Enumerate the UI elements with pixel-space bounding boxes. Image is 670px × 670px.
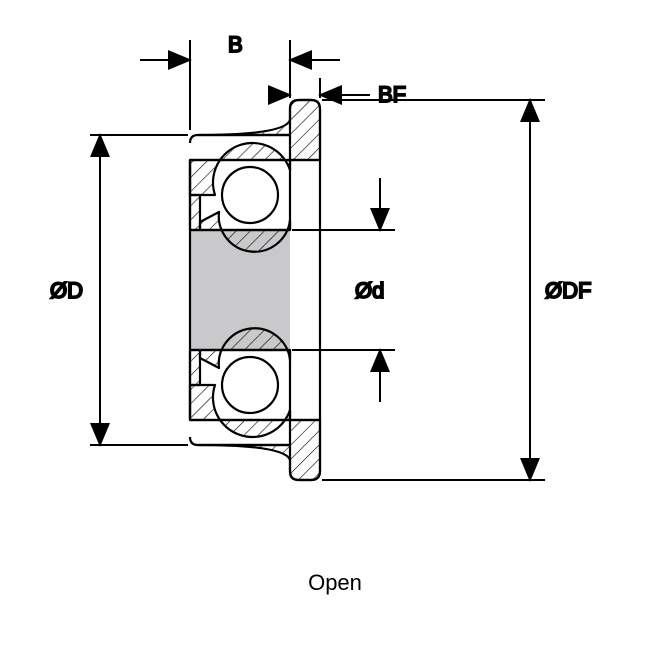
ball-upper [222, 167, 278, 223]
label-DF: ØDF [545, 278, 591, 303]
bearing-cross-section [190, 100, 320, 480]
label-BF: BF [378, 82, 406, 107]
label-B: B [228, 32, 243, 57]
caption: Open [308, 570, 362, 595]
label-D: ØD [50, 278, 83, 303]
ball-lower [222, 357, 278, 413]
label-d-bore: Ød [355, 278, 384, 303]
